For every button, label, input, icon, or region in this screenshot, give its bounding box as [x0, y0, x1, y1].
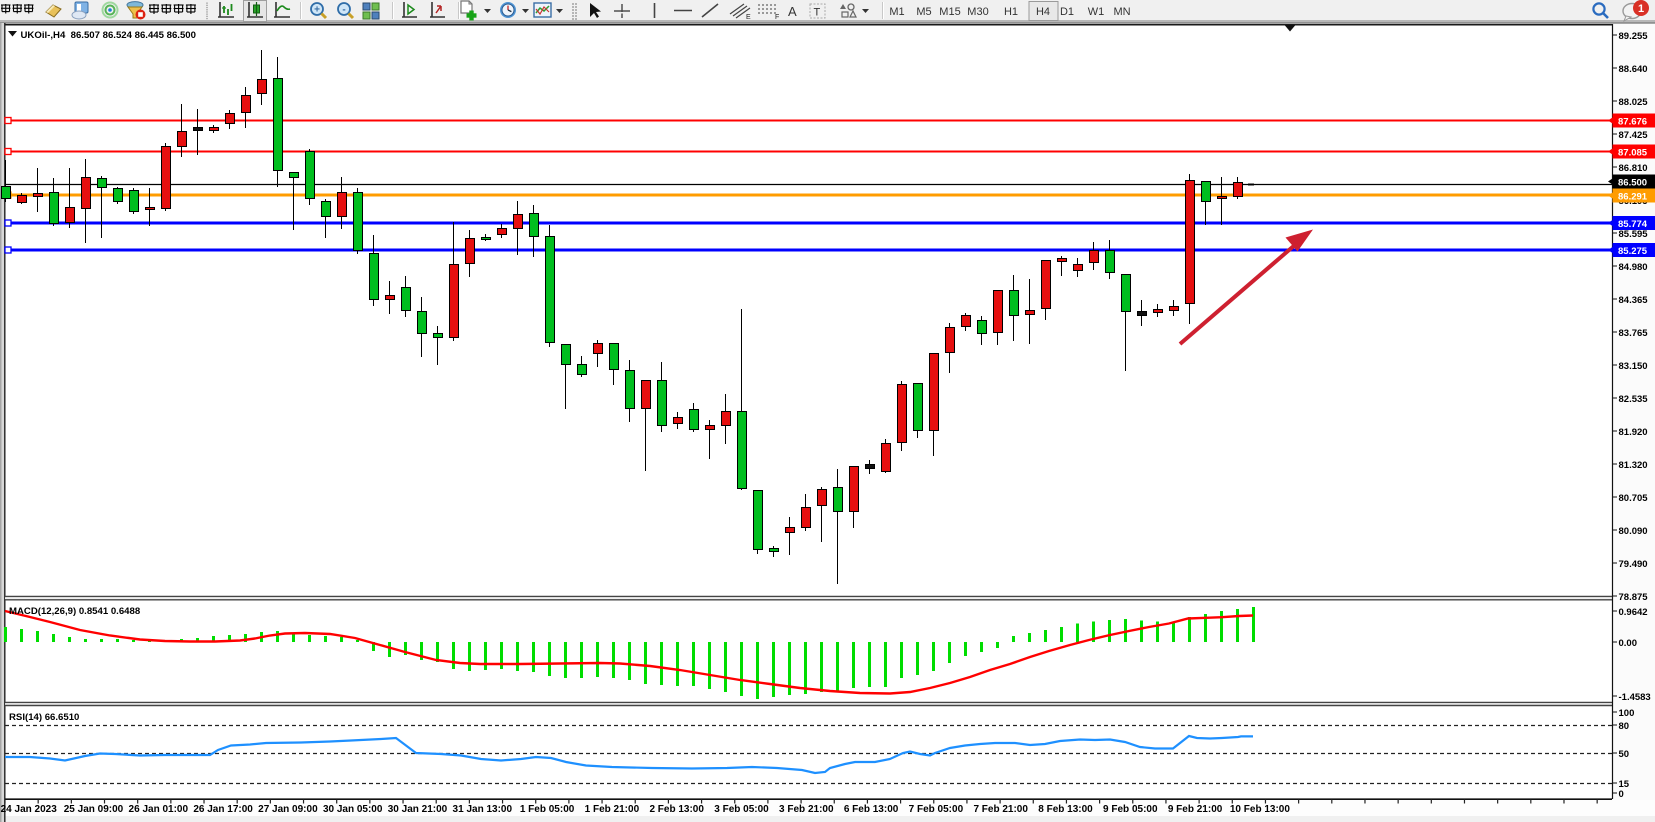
- svg-text:UKOil-,H4 86.507 86.524 86.44: UKOil-,H4 86.507 86.524 86.445 86.500: [21, 30, 196, 41]
- svg-text:86.500: 86.500: [1618, 178, 1647, 189]
- svg-text:30 Jan 05:00: 30 Jan 05:00: [323, 804, 383, 815]
- svg-text:0: 0: [1619, 789, 1624, 800]
- svg-text:86.291: 86.291: [1618, 192, 1648, 203]
- svg-text:M30: M30: [967, 6, 988, 18]
- svg-text:85.275: 85.275: [1618, 246, 1648, 257]
- svg-text:2 Feb 13:00: 2 Feb 13:00: [649, 804, 704, 815]
- svg-text:M1: M1: [889, 6, 904, 18]
- svg-text:D1: D1: [1060, 6, 1074, 18]
- svg-text:87.085: 87.085: [1618, 148, 1648, 159]
- svg-text:8 Feb 13:00: 8 Feb 13:00: [1038, 804, 1093, 815]
- svg-text:10 Feb 13:00: 10 Feb 13:00: [1230, 804, 1290, 815]
- svg-text:30 Jan 21:00: 30 Jan 21:00: [388, 804, 448, 815]
- svg-text:88.640: 88.640: [1619, 64, 1648, 75]
- svg-text:M15: M15: [939, 6, 960, 18]
- svg-text:88.025: 88.025: [1619, 97, 1649, 108]
- svg-text:15: 15: [1619, 779, 1630, 790]
- svg-text:-: -: [342, 5, 345, 16]
- svg-text:F: F: [775, 14, 779, 21]
- svg-text:87.676: 87.676: [1618, 117, 1647, 128]
- svg-text:MN: MN: [1113, 6, 1130, 18]
- svg-text:87.425: 87.425: [1619, 130, 1649, 141]
- svg-text:1 Feb 21:00: 1 Feb 21:00: [585, 804, 640, 815]
- svg-text:80.090: 80.090: [1619, 526, 1648, 537]
- svg-text:85.774: 85.774: [1618, 219, 1648, 230]
- svg-text:7 Feb 05:00: 7 Feb 05:00: [909, 804, 964, 815]
- svg-text:1 Feb 05:00: 1 Feb 05:00: [520, 804, 575, 815]
- svg-text:84.980: 84.980: [1619, 262, 1648, 273]
- svg-text:25 Jan 09:00: 25 Jan 09:00: [64, 804, 124, 815]
- svg-text:9 Feb 21:00: 9 Feb 21:00: [1168, 804, 1223, 815]
- svg-text:RSI(14) 66.6510: RSI(14) 66.6510: [9, 712, 79, 723]
- svg-text:3 Feb 21:00: 3 Feb 21:00: [779, 804, 834, 815]
- svg-text:1: 1: [1638, 3, 1644, 15]
- svg-text:85.595: 85.595: [1619, 229, 1649, 240]
- svg-text:100: 100: [1619, 708, 1635, 719]
- svg-text:80.705: 80.705: [1619, 493, 1649, 504]
- svg-text:26 Jan 01:00: 26 Jan 01:00: [129, 804, 189, 815]
- svg-text:81.320: 81.320: [1619, 460, 1648, 471]
- svg-text:78.875: 78.875: [1619, 592, 1649, 603]
- svg-text:27 Jan 09:00: 27 Jan 09:00: [258, 804, 318, 815]
- svg-text:89.255: 89.255: [1619, 31, 1649, 42]
- svg-text:MACD(12,26,9) 0.8541 0.6488: MACD(12,26,9) 0.8541 0.6488: [9, 606, 141, 617]
- svg-text:79.490: 79.490: [1619, 559, 1648, 570]
- svg-text:82.535: 82.535: [1619, 394, 1649, 405]
- svg-text:31 Jan 13:00: 31 Jan 13:00: [453, 804, 513, 815]
- svg-text:83.765: 83.765: [1619, 328, 1649, 339]
- svg-text:9 Feb 05:00: 9 Feb 05:00: [1103, 804, 1158, 815]
- svg-text:0.9642: 0.9642: [1619, 607, 1648, 618]
- svg-text:80: 80: [1619, 721, 1630, 732]
- svg-text:H4: H4: [1036, 6, 1050, 18]
- svg-text:A: A: [788, 4, 797, 19]
- svg-text:6 Feb 13:00: 6 Feb 13:00: [844, 804, 899, 815]
- svg-text:T: T: [814, 7, 821, 19]
- svg-text:83.150: 83.150: [1619, 361, 1648, 372]
- svg-text:+: +: [314, 5, 320, 16]
- svg-text:-1.4583: -1.4583: [1619, 692, 1651, 703]
- svg-text:86.810: 86.810: [1619, 163, 1648, 174]
- svg-text:3 Feb 05:00: 3 Feb 05:00: [714, 804, 769, 815]
- svg-text:84.365: 84.365: [1619, 295, 1649, 306]
- svg-text:M5: M5: [916, 6, 931, 18]
- svg-text:0.00: 0.00: [1619, 638, 1638, 649]
- svg-text:W1: W1: [1088, 6, 1105, 18]
- svg-text:E: E: [746, 14, 751, 21]
- svg-text:7 Feb 21:00: 7 Feb 21:00: [973, 804, 1028, 815]
- svg-text:81.920: 81.920: [1619, 427, 1648, 438]
- svg-text:24 Jan 2023: 24 Jan 2023: [1, 804, 58, 815]
- svg-text:26 Jan 17:00: 26 Jan 17:00: [193, 804, 253, 815]
- svg-text:H1: H1: [1004, 6, 1018, 18]
- svg-text:50: 50: [1619, 749, 1630, 760]
